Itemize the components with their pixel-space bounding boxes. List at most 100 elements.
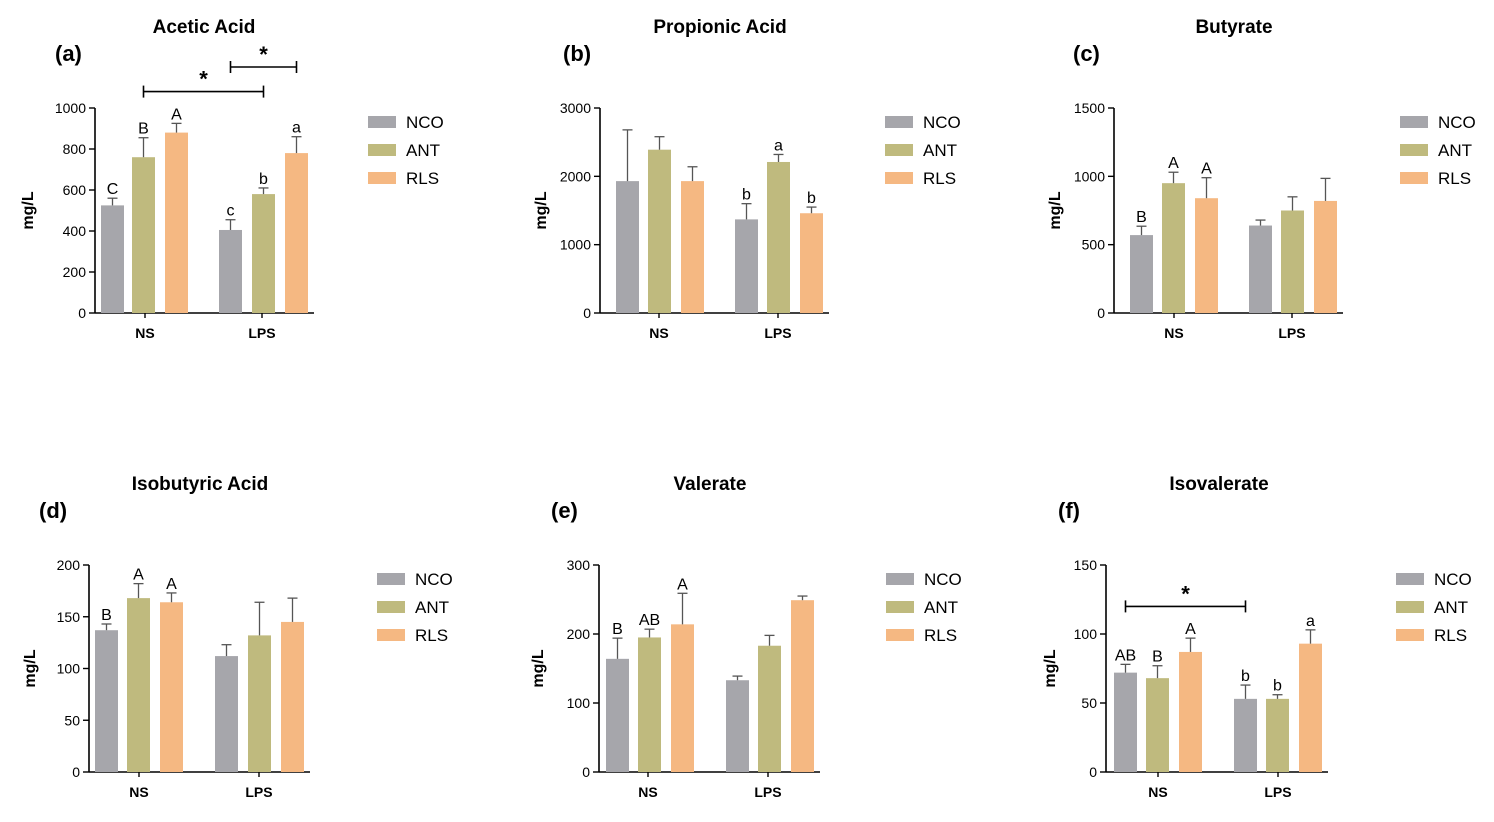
bar-rls-ns bbox=[1195, 198, 1218, 313]
bar-rls-lps bbox=[1299, 643, 1322, 772]
x-tick-label: LPS bbox=[245, 784, 272, 800]
legend-label-nco: NCO bbox=[406, 113, 444, 132]
significance-letter: b bbox=[259, 171, 268, 188]
y-axis-label: mg/L bbox=[1047, 191, 1064, 229]
panel-label: (a) bbox=[55, 41, 82, 66]
legend-swatch-ant bbox=[886, 601, 914, 613]
legend-swatch-rls bbox=[886, 629, 914, 641]
bar-nco-ns bbox=[101, 205, 124, 313]
legend-label-rls: RLS bbox=[924, 626, 957, 645]
significance-letter: A bbox=[1168, 155, 1179, 172]
y-tick-label: 200 bbox=[567, 626, 591, 642]
bar-nco-lps bbox=[735, 219, 758, 313]
y-tick-label: 0 bbox=[582, 764, 590, 780]
bar-rls-ns bbox=[681, 181, 704, 313]
significance-letter: A bbox=[677, 576, 688, 593]
y-axis-label: mg/L bbox=[22, 649, 39, 687]
significance-letter: B bbox=[1136, 209, 1147, 226]
y-tick-label: 100 bbox=[57, 661, 81, 677]
significance-letter: A bbox=[1185, 621, 1196, 638]
panel-label: (b) bbox=[563, 41, 591, 66]
bar-ant-lps bbox=[1266, 698, 1289, 772]
bar-nco-lps bbox=[1249, 225, 1272, 313]
significance-letter: AB bbox=[1115, 647, 1136, 664]
bar-ant-lps bbox=[248, 635, 271, 772]
legend-label-nco: NCO bbox=[1434, 570, 1472, 589]
chart-title: Acetic Acid bbox=[153, 17, 256, 38]
y-tick-label: 1000 bbox=[560, 237, 591, 253]
significance-letter: A bbox=[166, 576, 177, 593]
y-tick-label: 300 bbox=[567, 557, 591, 573]
significance-star: * bbox=[1181, 581, 1190, 606]
panel-label: (e) bbox=[551, 498, 578, 523]
significance-letter: a bbox=[1306, 613, 1315, 630]
y-axis-label: mg/L bbox=[20, 191, 37, 229]
legend-label-nco: NCO bbox=[415, 570, 453, 589]
chart-title: Valerate bbox=[674, 474, 747, 495]
bar-nco-lps bbox=[726, 680, 749, 772]
bar-ant-ns bbox=[1162, 183, 1185, 313]
legend-label-rls: RLS bbox=[923, 169, 956, 188]
legend-swatch-rls bbox=[377, 629, 405, 641]
bar-rls-ns bbox=[1179, 651, 1202, 772]
bar-rls-ns bbox=[165, 132, 188, 313]
y-tick-label: 200 bbox=[63, 264, 87, 280]
y-tick-label: 2000 bbox=[560, 168, 591, 184]
x-tick-label: NS bbox=[1148, 784, 1167, 800]
legend-swatch-nco bbox=[1400, 116, 1428, 128]
y-tick-label: 1000 bbox=[1074, 168, 1105, 184]
legend-label-rls: RLS bbox=[406, 169, 439, 188]
x-tick-label: LPS bbox=[1264, 784, 1291, 800]
significance-letter: A bbox=[171, 106, 182, 123]
significance-letter: B bbox=[101, 607, 112, 624]
y-tick-label: 0 bbox=[583, 305, 591, 321]
bar-ant-lps bbox=[252, 194, 275, 313]
significance-letter: C bbox=[107, 181, 119, 198]
y-tick-label: 150 bbox=[1074, 557, 1098, 573]
bar-rls-lps bbox=[791, 600, 814, 772]
bar-nco-ns bbox=[95, 630, 118, 772]
y-axis-label: mg/L bbox=[1042, 649, 1059, 687]
legend-label-nco: NCO bbox=[924, 570, 962, 589]
legend-swatch-rls bbox=[368, 172, 396, 184]
y-axis-label: mg/L bbox=[530, 649, 547, 687]
y-tick-label: 50 bbox=[1081, 695, 1097, 711]
legend-label-ant: ANT bbox=[415, 598, 449, 617]
chart-title: Butyrate bbox=[1195, 17, 1272, 38]
significance-letter: b bbox=[807, 190, 816, 207]
y-tick-label: 0 bbox=[1097, 305, 1105, 321]
significance-letter: B bbox=[138, 121, 149, 138]
significance-letter: AB bbox=[639, 612, 660, 629]
legend-label-rls: RLS bbox=[1434, 626, 1467, 645]
bar-ant-lps bbox=[758, 645, 781, 772]
significance-letter: B bbox=[612, 621, 623, 638]
significance-letter: B bbox=[1152, 649, 1163, 666]
significance-star: * bbox=[199, 67, 208, 92]
bar-rls-lps bbox=[800, 213, 823, 313]
bar-rls-lps bbox=[285, 153, 308, 313]
x-tick-label: LPS bbox=[754, 784, 781, 800]
legend-swatch-rls bbox=[1400, 172, 1428, 184]
bar-ant-ns bbox=[127, 598, 150, 772]
significance-letter: A bbox=[133, 567, 144, 584]
legend-swatch-ant bbox=[368, 144, 396, 156]
x-tick-label: LPS bbox=[1278, 325, 1305, 341]
y-tick-label: 150 bbox=[57, 609, 81, 625]
panel-label: (d) bbox=[39, 498, 67, 523]
legend-swatch-ant bbox=[377, 601, 405, 613]
legend-label-ant: ANT bbox=[923, 141, 957, 160]
legend-swatch-nco bbox=[377, 573, 405, 585]
bar-ant-ns bbox=[648, 149, 671, 313]
bar-ant-lps bbox=[767, 161, 790, 313]
legend-label-ant: ANT bbox=[406, 141, 440, 160]
bar-rls-ns bbox=[160, 602, 183, 772]
legend-label-nco: NCO bbox=[1438, 113, 1476, 132]
y-tick-label: 200 bbox=[57, 557, 81, 573]
legend-swatch-rls bbox=[1396, 629, 1424, 641]
y-tick-label: 1000 bbox=[55, 100, 86, 116]
chart-panel-c: Butyrate (c) 0 500 1000 1500 mg/L B A A NS LPS NCO AN… bbox=[1047, 17, 1476, 341]
bar-rls-lps bbox=[281, 621, 304, 772]
legend-swatch-ant bbox=[885, 144, 913, 156]
bar-nco-lps bbox=[215, 656, 238, 772]
